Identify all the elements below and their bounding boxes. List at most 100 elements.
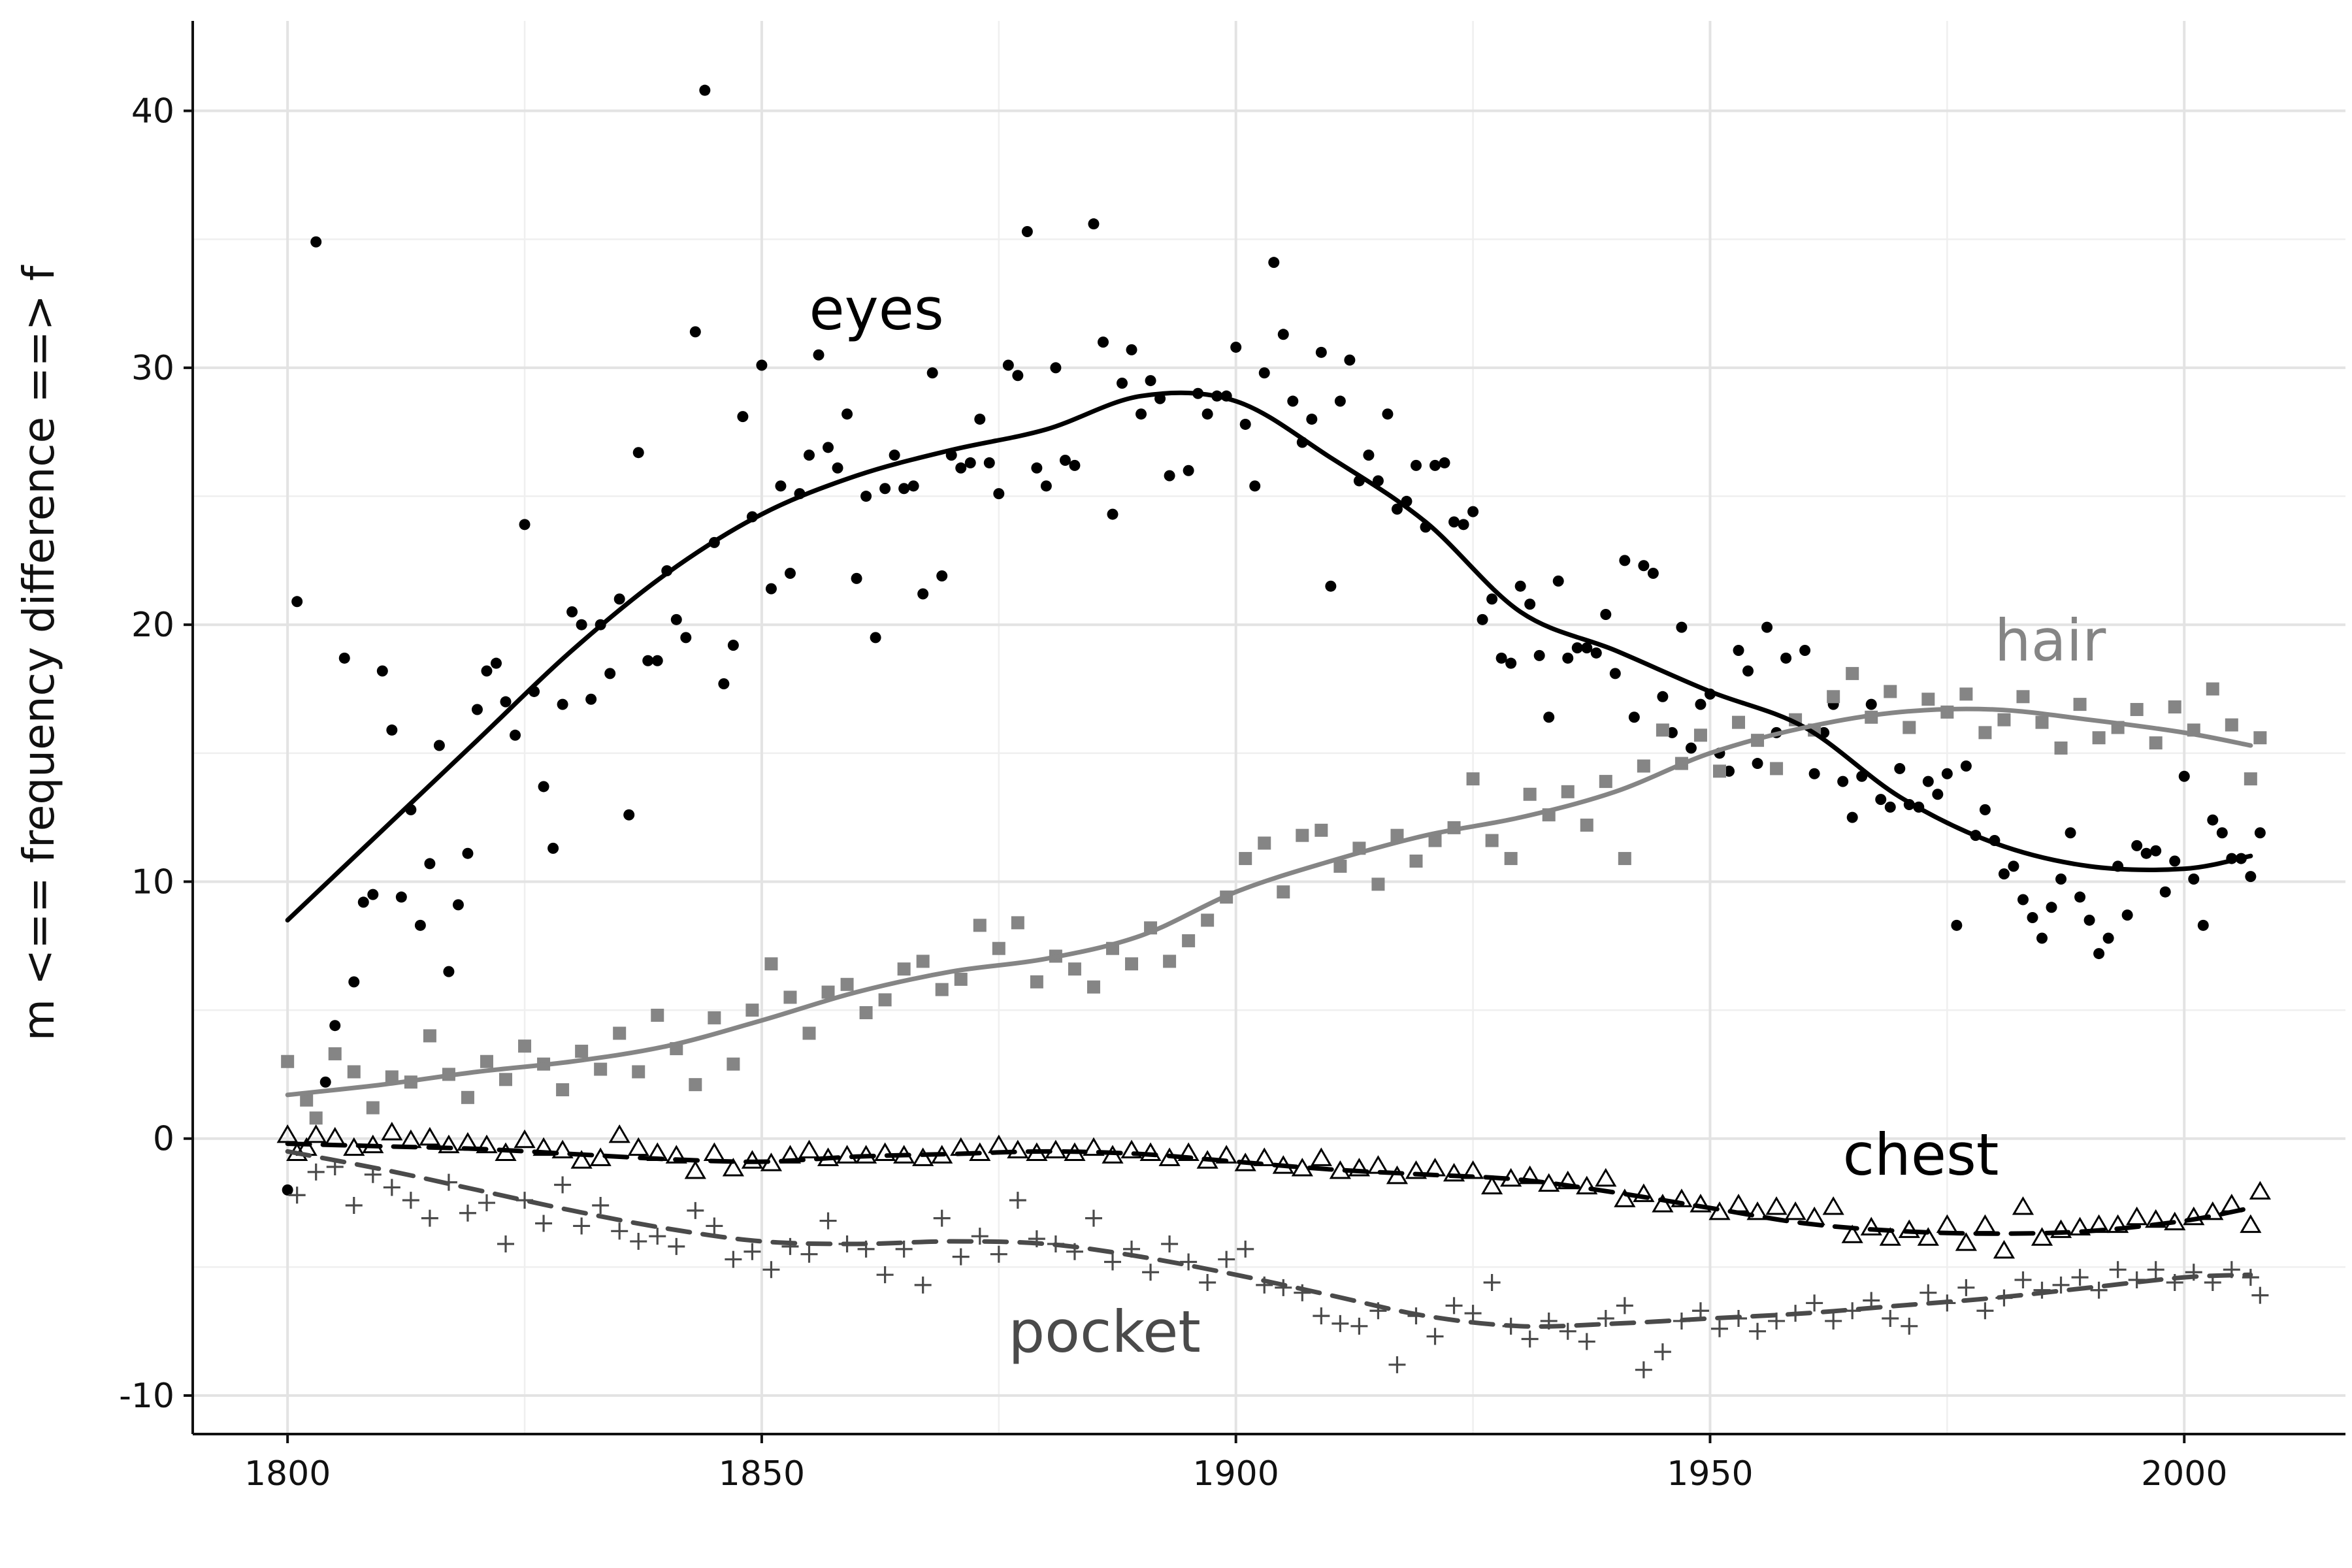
eyes-point	[870, 632, 881, 644]
pocket-point	[1919, 1284, 1937, 1301]
chest-point	[1765, 1196, 1788, 1215]
eyes-point	[1884, 801, 1896, 813]
hair-point	[745, 1004, 759, 1017]
hair-point	[2054, 741, 2068, 755]
hair-point	[1277, 885, 1290, 899]
hair-point	[1523, 787, 1537, 801]
eyes-point	[784, 568, 796, 580]
eyes-point	[2017, 894, 2029, 906]
y-tick-label: 10	[131, 862, 174, 902]
y-tick-label: 20	[131, 606, 174, 645]
hair-point	[1011, 916, 1024, 930]
pocket-point	[1976, 1302, 1994, 1320]
eyes-point	[2102, 932, 2114, 944]
eyes-point	[1922, 776, 1934, 787]
eyes-point	[613, 593, 625, 605]
pocket-point	[2090, 1281, 2108, 1299]
eyes-point	[898, 483, 910, 495]
eyes-point	[1552, 575, 1564, 587]
x-tick-label: 2000	[2141, 1454, 2227, 1494]
chest-point	[1652, 1194, 1674, 1213]
hair-point	[300, 1093, 314, 1107]
pocket-point	[307, 1163, 325, 1181]
eyes-point	[1002, 359, 1014, 371]
pocket-point	[1825, 1312, 1842, 1330]
chest-point	[2107, 1214, 2129, 1233]
pocket-point	[1275, 1279, 1292, 1296]
eyes-point	[1448, 516, 1460, 528]
pocket-point	[1426, 1328, 1444, 1345]
hair-point	[518, 1039, 532, 1053]
eyes-point	[1960, 760, 1972, 772]
eyes-point	[1429, 459, 1441, 471]
hair-point	[1315, 823, 1328, 837]
pocket-point	[1464, 1305, 1482, 1322]
pocket-point	[2251, 1286, 2269, 1304]
eyes-point	[338, 652, 350, 664]
hair-point	[802, 1026, 816, 1040]
eyes-point	[1752, 758, 1763, 770]
eyes-point	[1391, 503, 1403, 515]
eyes-point	[2245, 871, 2257, 883]
hair-point	[594, 1062, 608, 1076]
hair-point	[1068, 962, 1081, 976]
hair-point	[1390, 828, 1404, 842]
eyes-point	[462, 847, 474, 859]
eyes-point	[670, 613, 682, 625]
pocket-point	[743, 1243, 761, 1260]
chest-point	[684, 1160, 706, 1179]
chest-point	[1595, 1168, 1617, 1187]
pocket-trend-line	[285, 1149, 2253, 1329]
pocket-point	[535, 1215, 553, 1232]
eyes-point	[1951, 919, 1963, 931]
eyes-point	[1183, 465, 1194, 476]
pocket-point	[819, 1212, 837, 1230]
hair-point	[2149, 736, 2163, 750]
chest-point	[2249, 1181, 2271, 1200]
eyes-point	[2027, 912, 2038, 924]
pocket-point	[971, 1228, 988, 1245]
hair-point	[2092, 731, 2106, 745]
hair-point	[2225, 718, 2238, 732]
eyes-point	[1021, 225, 1033, 237]
eyes-point	[1761, 621, 1773, 633]
pocket-point	[1806, 1294, 1823, 1312]
eyes-point	[1135, 408, 1147, 420]
pocket-point	[1635, 1361, 1652, 1379]
eyes-point	[1846, 811, 1858, 823]
chest-point	[1671, 1188, 1693, 1207]
eyes-point	[936, 570, 948, 581]
eyes-point	[775, 480, 787, 492]
eyes-point	[1505, 657, 1517, 669]
eyes-point	[1875, 794, 1887, 806]
eyes-point	[291, 596, 303, 608]
eyes-point	[2055, 874, 2067, 885]
hair-point	[1959, 687, 1973, 701]
chest-point	[551, 1139, 574, 1159]
pocket-point	[1616, 1297, 1633, 1315]
hair-point	[281, 1054, 295, 1068]
hair-point	[651, 1008, 664, 1022]
hair-point	[1884, 685, 1897, 698]
hair-point	[1637, 759, 1650, 773]
chest-point	[1177, 1142, 1200, 1161]
y-tick-label: 0	[153, 1120, 174, 1159]
hair-point	[499, 1073, 513, 1086]
eyes-point	[414, 919, 426, 931]
eyes-point	[1268, 257, 1280, 269]
pocket-point	[1388, 1356, 1406, 1373]
eyes-point	[1277, 329, 1289, 340]
eyes-point	[538, 781, 549, 792]
pocket-point	[933, 1209, 951, 1227]
hair-point	[1504, 852, 1518, 866]
chest-point	[1746, 1201, 1769, 1220]
eyes-point	[433, 740, 445, 751]
eyes-point	[2159, 886, 2171, 898]
eyes-point	[367, 889, 379, 900]
chest-point	[1253, 1147, 1275, 1166]
pocket-point	[1521, 1330, 1539, 1348]
hair-point	[1125, 957, 1139, 971]
eyes-point	[1344, 354, 1356, 366]
chest-point	[1405, 1160, 1428, 1179]
chest-point	[1083, 1137, 1105, 1156]
